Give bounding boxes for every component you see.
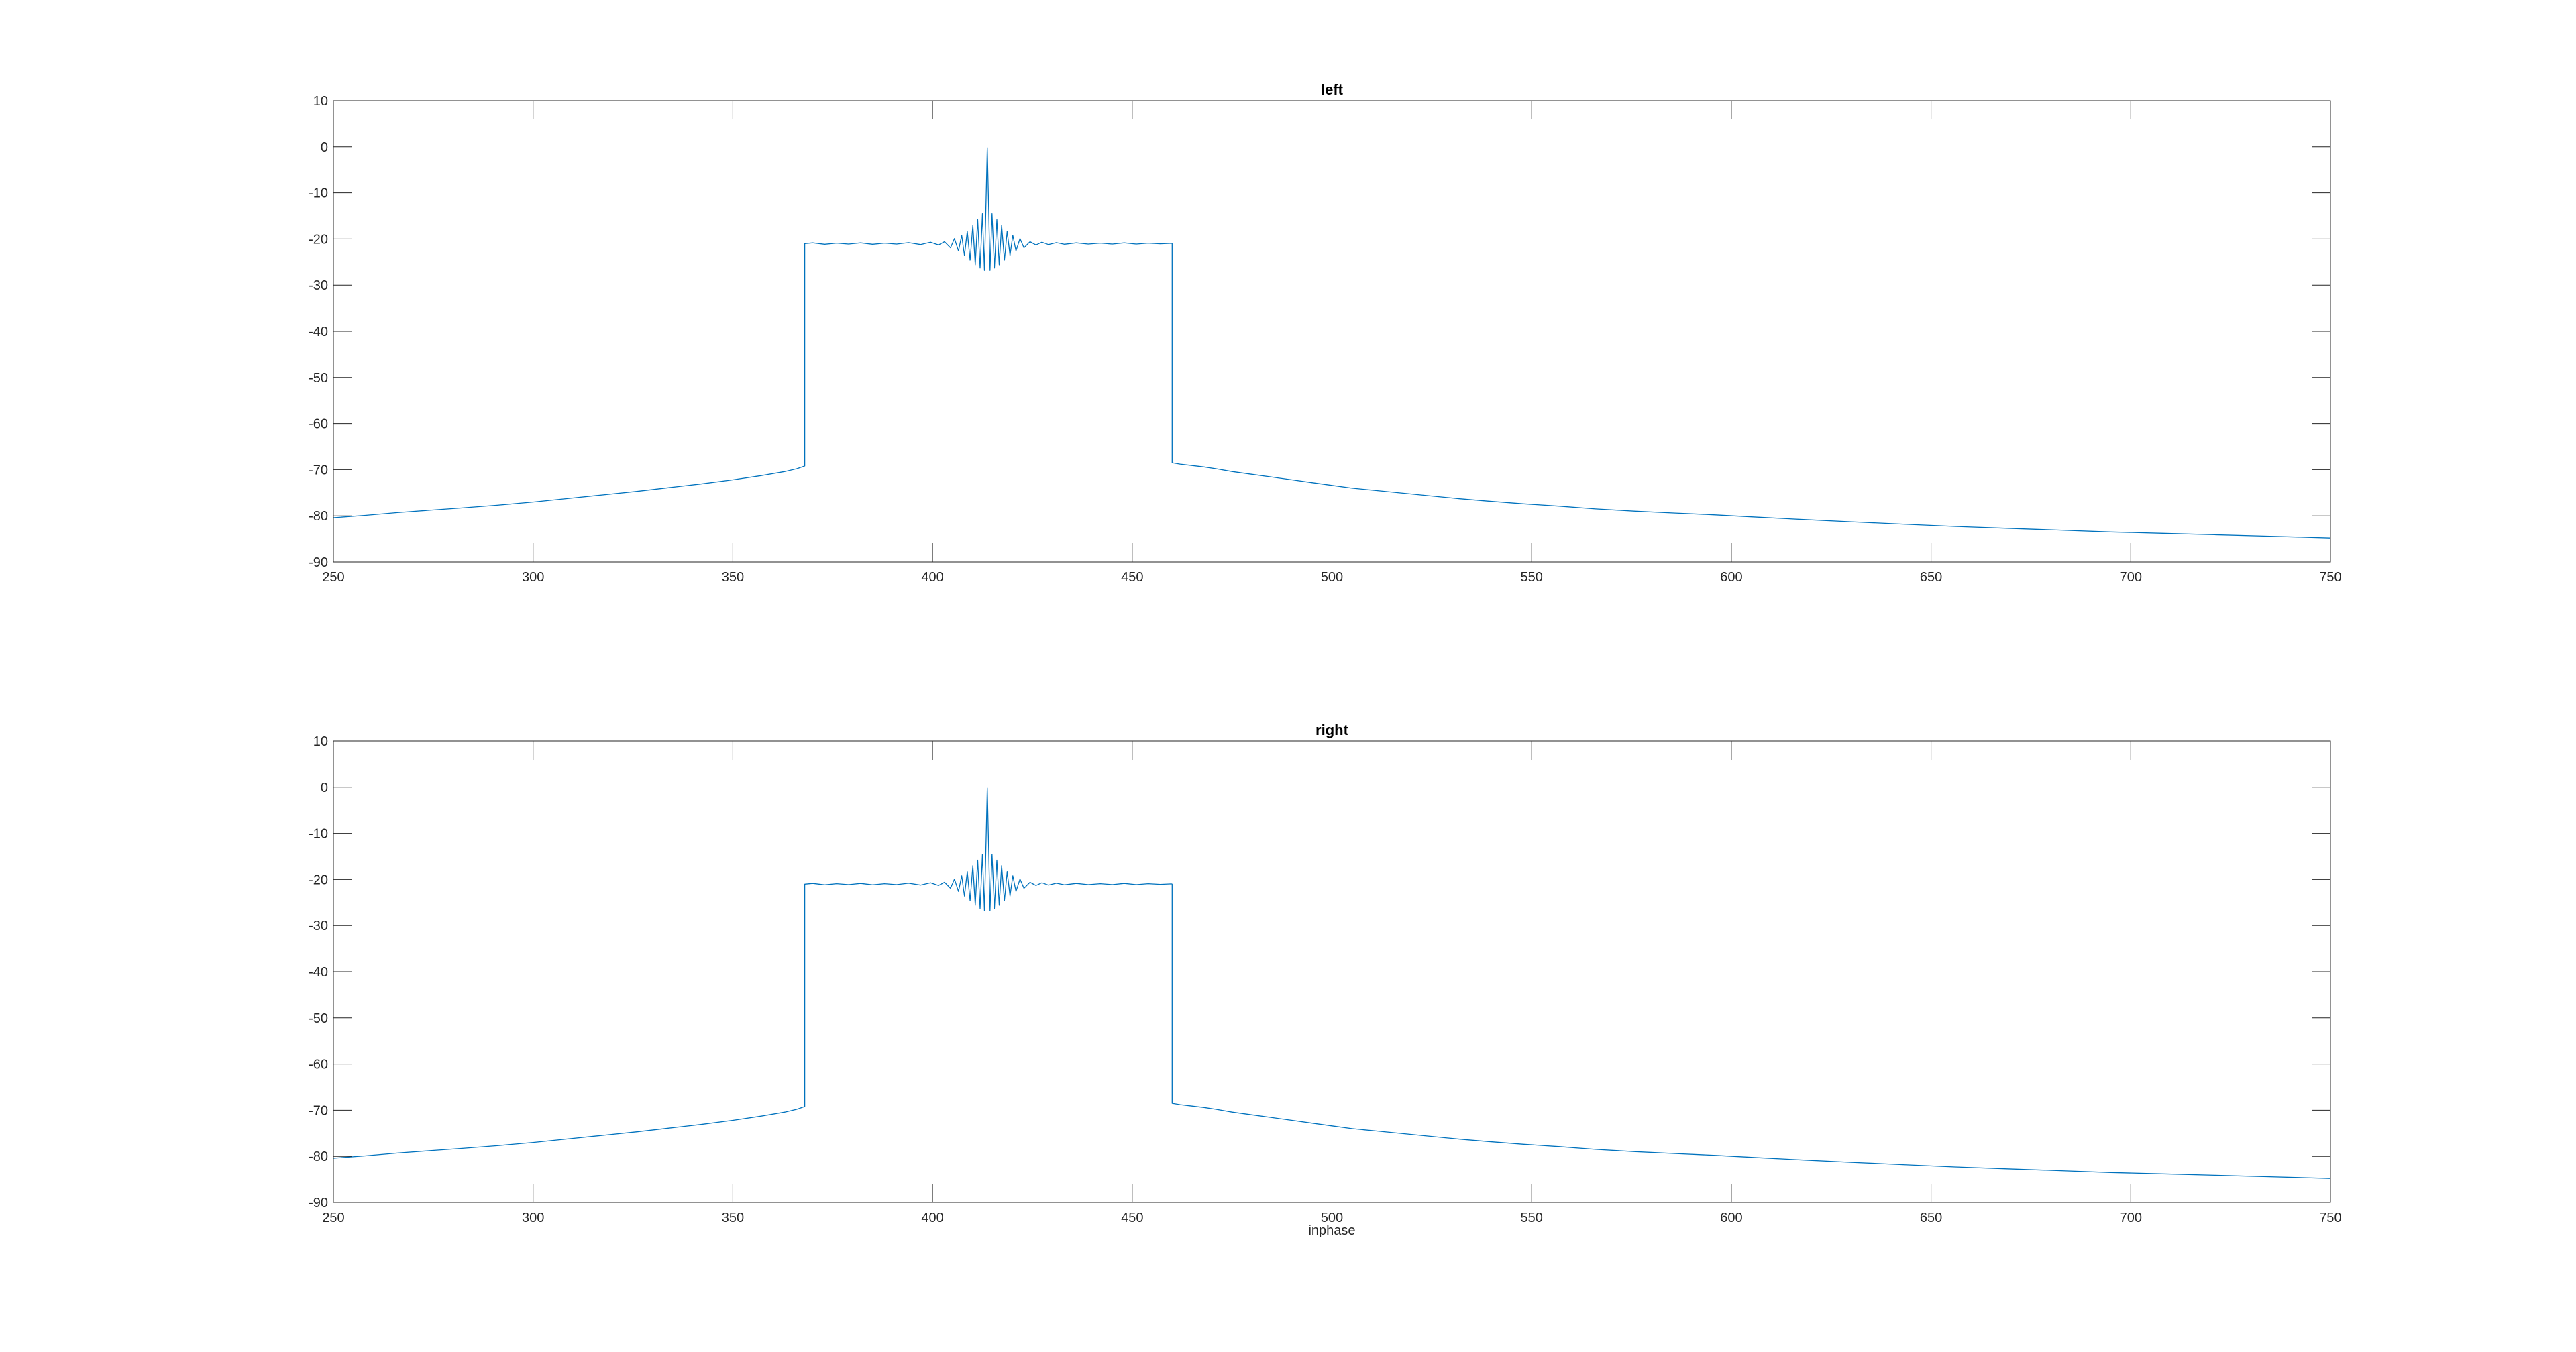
y-tick-label: -30 bbox=[309, 278, 328, 293]
x-tick-label: 650 bbox=[1920, 1210, 1942, 1225]
axes-box bbox=[333, 100, 2331, 563]
y-tick-label: -20 bbox=[309, 872, 328, 887]
x-tick-label: 600 bbox=[1720, 570, 1742, 585]
x-axis-label-inphase: inphase bbox=[1308, 1223, 1356, 1238]
x-tick-label: 450 bbox=[1121, 1210, 1143, 1225]
y-tick-label: -60 bbox=[309, 1058, 328, 1072]
x-tick-label: 650 bbox=[1920, 570, 1942, 585]
y-tick-label: -10 bbox=[309, 186, 328, 201]
y-tick-label: -40 bbox=[309, 325, 328, 339]
y-tick-label: -30 bbox=[309, 919, 328, 934]
axes-box bbox=[333, 740, 2331, 1203]
x-tick-label: 700 bbox=[2120, 1210, 2142, 1225]
x-tick-label: 500 bbox=[1321, 1210, 1343, 1225]
y-tick-label: 0 bbox=[321, 781, 328, 795]
x-tick-label: 350 bbox=[722, 1210, 744, 1225]
x-tick-label: 400 bbox=[921, 570, 943, 585]
y-tick-label: -70 bbox=[309, 463, 328, 477]
y-tick-label: 10 bbox=[313, 94, 328, 109]
y-tick-label: -20 bbox=[309, 232, 328, 247]
x-tick-label: 550 bbox=[1521, 1210, 1543, 1225]
x-tick-label: 750 bbox=[2319, 1210, 2341, 1225]
right-spectrum-line bbox=[333, 787, 2331, 1179]
y-tick-label: -80 bbox=[309, 509, 328, 524]
x-tick-label: 450 bbox=[1121, 570, 1143, 585]
x-tick-label: 500 bbox=[1321, 570, 1343, 585]
y-tick-label: -40 bbox=[309, 965, 328, 980]
x-tick-label: 600 bbox=[1720, 1210, 1742, 1225]
left-spectrum-line bbox=[333, 147, 2331, 539]
y-tick-label: -50 bbox=[309, 1011, 328, 1026]
x-tick-label: 250 bbox=[322, 570, 344, 585]
y-tick-label: -50 bbox=[309, 371, 328, 386]
y-tick-label: -10 bbox=[309, 827, 328, 842]
x-tick-label: 400 bbox=[921, 1210, 943, 1225]
x-tick-label: 300 bbox=[522, 1210, 544, 1225]
plot-title-right: right bbox=[1316, 722, 1348, 738]
x-tick-label: 550 bbox=[1521, 570, 1543, 585]
y-tick-label: -90 bbox=[309, 555, 328, 570]
x-tick-label: 350 bbox=[722, 570, 744, 585]
x-tick-label: 700 bbox=[2120, 570, 2142, 585]
x-tick-label: 750 bbox=[2319, 570, 2341, 585]
y-tick-label: -80 bbox=[309, 1149, 328, 1164]
y-tick-label: 0 bbox=[321, 140, 328, 155]
y-tick-label: -60 bbox=[309, 417, 328, 432]
x-tick-label: 250 bbox=[322, 1210, 344, 1225]
y-tick-label: -90 bbox=[309, 1196, 328, 1210]
subplot-right: 250 300 350 400 450 500 550 600 650 700 750 10 0 -10 -… bbox=[309, 734, 2342, 1225]
y-tick-label: 10 bbox=[313, 734, 328, 749]
x-tick-label: 300 bbox=[522, 570, 544, 585]
subplot-left: 250 300 350 400 450 500 550 600 650 700 750 10 0 -10 -… bbox=[309, 94, 2342, 585]
y-tick-label: -70 bbox=[309, 1103, 328, 1118]
plot-title-left: left bbox=[1321, 81, 1343, 98]
